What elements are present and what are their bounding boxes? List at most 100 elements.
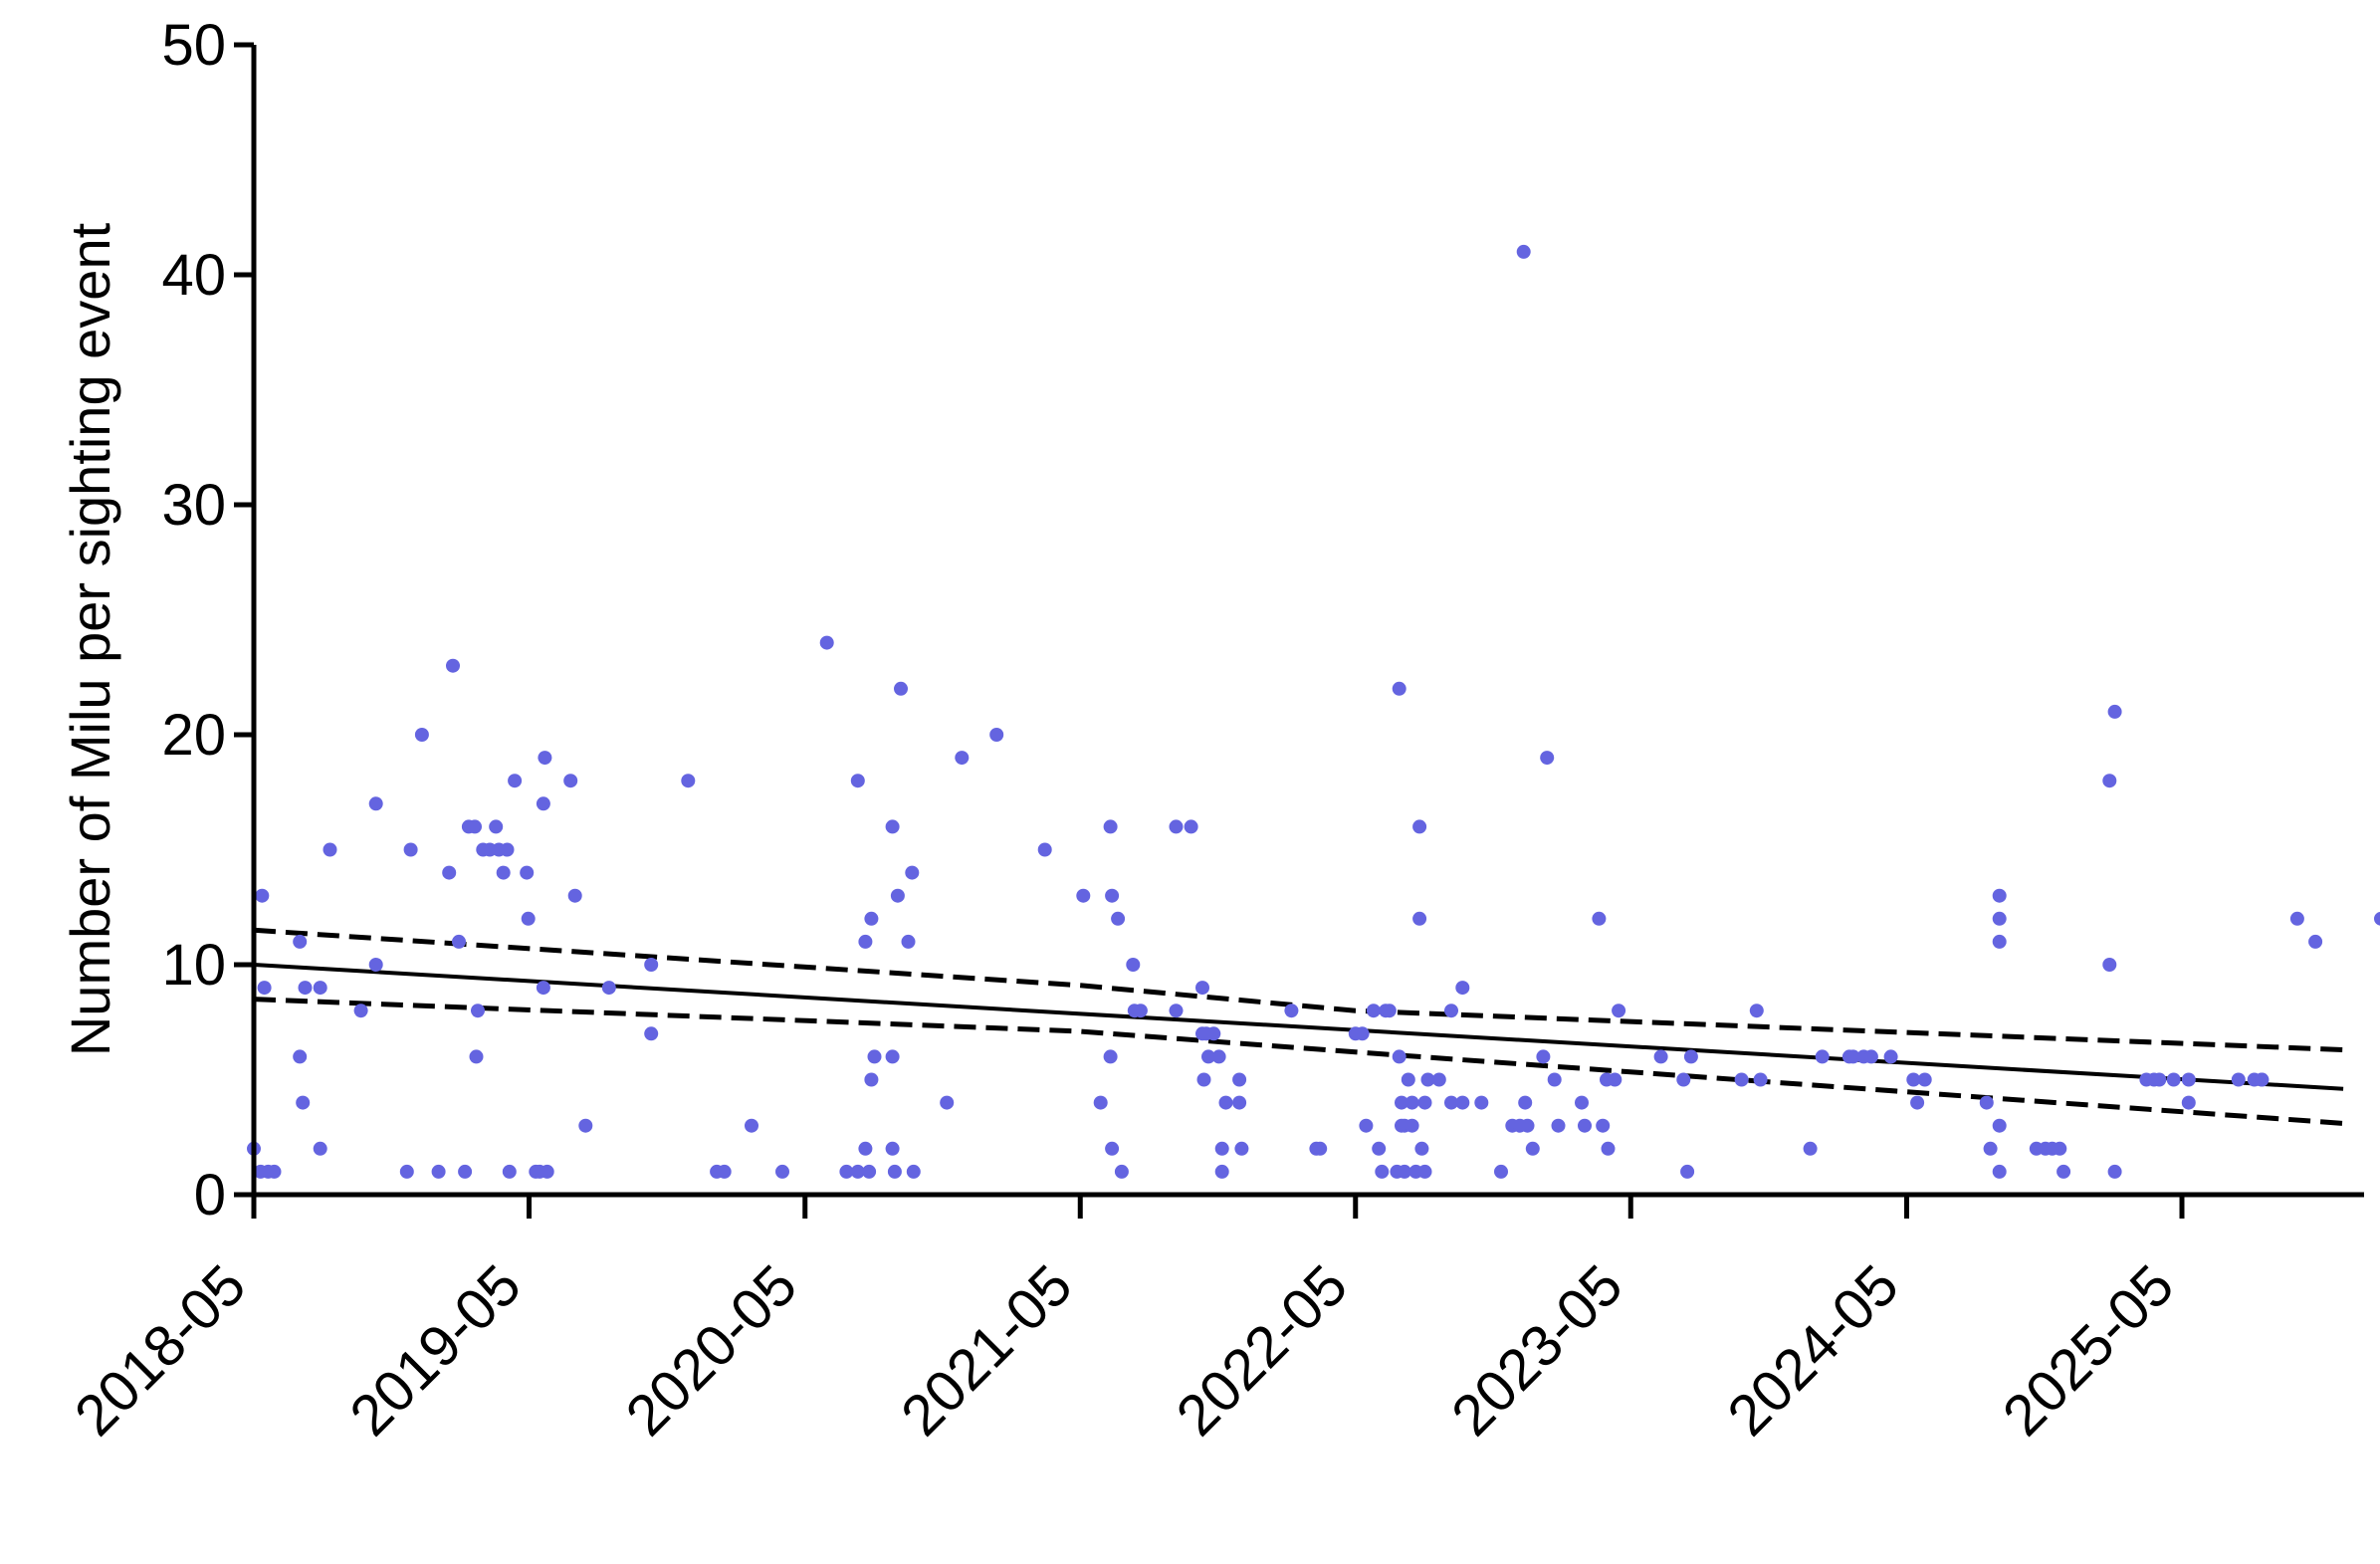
data-point bbox=[1169, 1004, 1184, 1018]
data-point bbox=[368, 958, 383, 972]
data-point bbox=[496, 865, 511, 880]
data-point bbox=[458, 1164, 473, 1179]
data-point bbox=[1218, 1095, 1233, 1110]
data-point bbox=[850, 774, 865, 788]
data-point bbox=[1382, 1004, 1397, 1018]
data-point bbox=[1184, 819, 1198, 834]
data-point bbox=[1444, 1095, 1458, 1110]
data-point bbox=[1753, 1072, 1768, 1087]
data-point bbox=[471, 1004, 485, 1018]
data-point bbox=[293, 1049, 308, 1064]
data-point bbox=[2308, 934, 2323, 949]
data-point bbox=[1284, 1004, 1299, 1018]
data-point bbox=[2102, 774, 2117, 788]
data-point bbox=[905, 865, 920, 880]
data-point bbox=[940, 1095, 955, 1110]
data-point bbox=[1103, 819, 1118, 834]
data-point bbox=[1392, 681, 1406, 696]
data-point bbox=[850, 1164, 865, 1179]
data-point bbox=[1114, 1164, 1129, 1179]
x-tick-label: 2022-05 bbox=[1164, 1252, 1359, 1448]
x-tick-label: 2019-05 bbox=[337, 1252, 533, 1448]
data-point bbox=[1103, 1049, 1118, 1064]
data-point bbox=[353, 1004, 368, 1018]
data-point bbox=[1749, 1004, 1764, 1018]
x-tick-label: 2023-05 bbox=[1439, 1252, 1634, 1448]
data-point bbox=[578, 1118, 593, 1133]
data-point bbox=[293, 934, 308, 949]
data-point bbox=[1863, 1049, 1878, 1064]
y-tick-label: 40 bbox=[161, 243, 226, 308]
data-points bbox=[247, 244, 2380, 1179]
data-point bbox=[296, 1095, 311, 1110]
data-point bbox=[2152, 1072, 2167, 1087]
data-point bbox=[885, 1049, 900, 1064]
data-point bbox=[1444, 1004, 1458, 1018]
data-point bbox=[1596, 1118, 1611, 1133]
x-tick-label: 2021-05 bbox=[889, 1252, 1084, 1448]
x-tick-label: 2020-05 bbox=[613, 1252, 808, 1448]
data-point bbox=[469, 1049, 484, 1064]
y-axis-title: Number of Milu per sighting event bbox=[59, 222, 121, 1056]
data-point bbox=[1601, 1141, 1616, 1156]
data-point bbox=[1392, 1049, 1406, 1064]
data-point bbox=[1540, 751, 1555, 766]
y-tick-label: 30 bbox=[161, 473, 226, 538]
data-point bbox=[1232, 1072, 1247, 1087]
data-point bbox=[1232, 1095, 1247, 1110]
data-point bbox=[520, 865, 535, 880]
data-point bbox=[839, 1164, 854, 1179]
data-point bbox=[644, 1026, 659, 1041]
data-point bbox=[858, 934, 873, 949]
data-point bbox=[1992, 934, 2007, 949]
data-point bbox=[644, 958, 659, 972]
data-point bbox=[887, 1164, 902, 1179]
regression-line bbox=[253, 963, 2344, 1091]
data-point bbox=[1105, 888, 1120, 903]
data-point bbox=[1455, 981, 1470, 996]
data-point bbox=[1375, 1164, 1390, 1179]
data-point bbox=[775, 1164, 789, 1179]
data-point bbox=[955, 751, 970, 766]
data-point bbox=[267, 1164, 282, 1179]
data-point bbox=[1214, 1164, 1229, 1179]
data-point bbox=[2056, 1164, 2071, 1179]
data-point bbox=[1578, 1118, 1592, 1133]
data-point bbox=[1520, 1118, 1535, 1133]
data-point bbox=[745, 1118, 758, 1133]
data-point bbox=[442, 865, 457, 880]
data-point bbox=[1196, 1072, 1211, 1087]
data-point bbox=[1803, 1141, 1818, 1156]
data-point bbox=[2255, 1072, 2270, 1087]
data-point bbox=[1414, 1141, 1429, 1156]
data-point bbox=[403, 842, 418, 857]
data-point bbox=[1592, 911, 1607, 926]
data-point bbox=[1401, 1072, 1415, 1087]
ci-upper-line bbox=[253, 927, 2344, 1052]
data-point bbox=[1983, 1141, 1998, 1156]
x-tick-label: 2024-05 bbox=[1715, 1252, 1910, 1448]
data-point bbox=[1214, 1141, 1229, 1156]
data-point bbox=[864, 911, 879, 926]
data-point bbox=[890, 888, 905, 903]
data-point bbox=[1525, 1141, 1540, 1156]
data-point bbox=[1313, 1141, 1328, 1156]
data-point bbox=[862, 1164, 877, 1179]
data-point bbox=[1551, 1118, 1566, 1133]
data-point bbox=[1412, 819, 1427, 834]
data-point bbox=[1547, 1072, 1562, 1087]
confidence-band-lines bbox=[253, 927, 2344, 1126]
data-point bbox=[414, 728, 429, 742]
data-point bbox=[1195, 981, 1209, 996]
data-point bbox=[563, 774, 578, 788]
data-point bbox=[1992, 888, 2007, 903]
data-point bbox=[2107, 1164, 2122, 1179]
data-point bbox=[906, 1164, 921, 1179]
data-point bbox=[257, 981, 272, 996]
data-point bbox=[1206, 1026, 1221, 1041]
data-point bbox=[1355, 1026, 1370, 1041]
data-point bbox=[1201, 1049, 1215, 1064]
data-point bbox=[536, 796, 550, 811]
data-point bbox=[864, 1072, 879, 1087]
data-point bbox=[1105, 1141, 1120, 1156]
